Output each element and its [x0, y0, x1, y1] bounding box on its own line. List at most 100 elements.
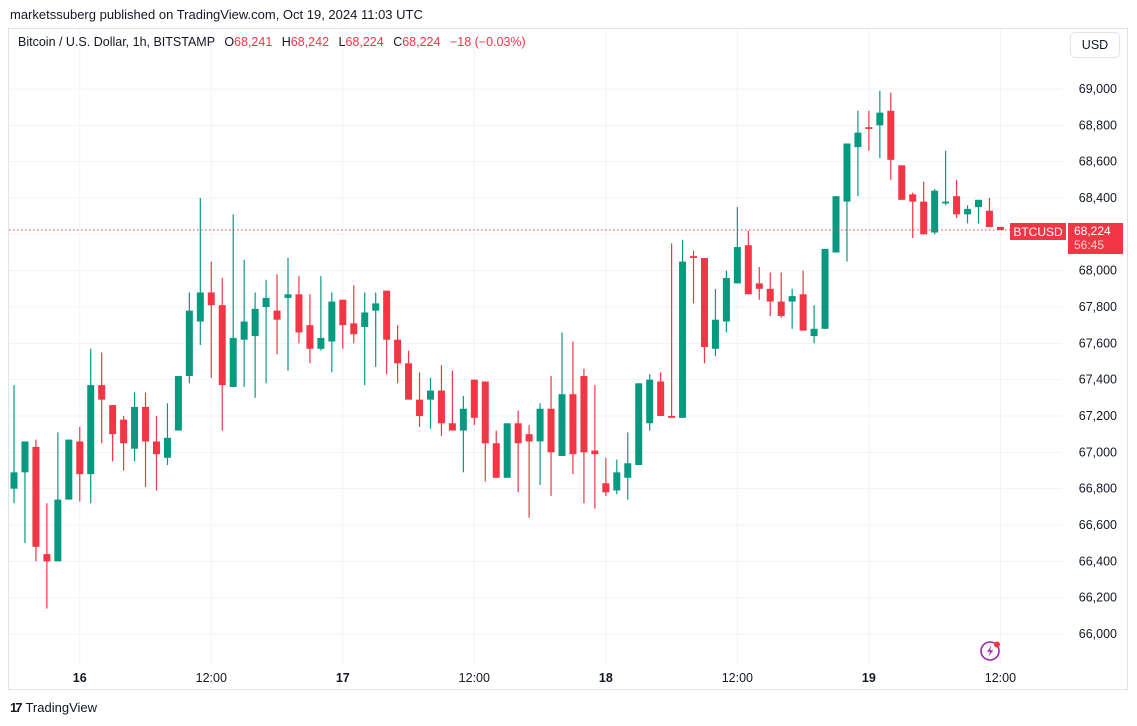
candle [953, 179, 961, 218]
candle [120, 416, 128, 471]
candle [10, 385, 18, 504]
candles [10, 90, 1004, 609]
chart-frame [8, 28, 1128, 690]
candle [152, 416, 160, 491]
candle [942, 150, 950, 206]
tradingview-logo-icon: 17 [10, 700, 23, 715]
candle [350, 285, 358, 344]
published-caption: marketssuberg published on TradingView.c… [10, 7, 423, 22]
candle [865, 110, 873, 151]
candle [898, 165, 906, 200]
candle [558, 332, 566, 456]
candle [525, 425, 533, 518]
candle [755, 267, 763, 300]
candle [624, 432, 632, 500]
candle [580, 368, 588, 504]
candle [547, 376, 555, 496]
time-tick: 12:00 [196, 671, 227, 685]
candle [448, 370, 456, 431]
price-tick: 66,200 [1079, 591, 1117, 605]
candle [679, 239, 687, 418]
candle [229, 214, 237, 387]
currency-button[interactable]: USD [1070, 32, 1120, 58]
close-value: 68,224 [402, 35, 441, 49]
candle [459, 396, 467, 473]
candle [931, 188, 939, 235]
candle [974, 199, 982, 224]
candle [251, 292, 259, 398]
symbol-title[interactable]: Bitcoin / U.S. Dollar, 1h, BITSTAMP [18, 35, 215, 49]
candle [207, 261, 215, 378]
price-tick: 68,800 [1079, 118, 1117, 132]
candle [591, 385, 599, 509]
low-label: L [338, 35, 346, 49]
candle [196, 198, 204, 346]
candle [426, 377, 434, 429]
time-tick: 19 [862, 671, 876, 685]
candle [613, 459, 621, 495]
candle [273, 274, 281, 355]
last-price-tag: 68,224 56:45 [1068, 223, 1123, 254]
candle [98, 352, 106, 444]
price-tick: 67,000 [1079, 445, 1117, 459]
candle [668, 243, 676, 418]
candle [306, 294, 314, 364]
candle [218, 277, 226, 431]
candle [405, 350, 413, 400]
candle [416, 372, 424, 427]
price-tick: 66,400 [1079, 554, 1117, 568]
candle [799, 270, 807, 331]
price-tick: 69,000 [1079, 82, 1117, 96]
candle [185, 292, 193, 384]
low-value: 68,224 [345, 35, 384, 49]
time-tick: 12:00 [722, 671, 753, 685]
candle [131, 392, 139, 462]
time-tick: 18 [599, 671, 613, 685]
candle [821, 248, 829, 329]
candle [65, 439, 73, 500]
price-tick: 67,400 [1079, 373, 1117, 387]
candle [503, 423, 511, 478]
candle [87, 348, 95, 504]
change-value: −18 (−0.03%) [449, 35, 526, 49]
time-axis[interactable]: 16 12:00 17 12:00 18 12:00 19 12:00 [73, 671, 1016, 685]
candle [295, 276, 303, 344]
candle [569, 341, 577, 475]
candle [514, 410, 522, 493]
candle [284, 257, 292, 371]
candle [43, 503, 51, 609]
candle [985, 198, 993, 228]
high-value: 68,242 [290, 35, 330, 49]
price-tick: 68,600 [1079, 155, 1117, 169]
candle [909, 192, 917, 238]
candle [372, 292, 380, 367]
candle [317, 276, 325, 351]
price-tick: 68,400 [1079, 191, 1117, 205]
price-tick: 66,000 [1079, 627, 1117, 641]
candle [832, 196, 840, 253]
candle [733, 207, 741, 284]
candle [602, 457, 610, 496]
candle [766, 272, 774, 317]
candle [32, 439, 40, 562]
price-tick: 67,800 [1079, 300, 1117, 314]
candle [481, 381, 489, 482]
candle [536, 403, 544, 486]
candle [76, 426, 84, 502]
economic-events-icon[interactable] [980, 641, 1000, 661]
candle [722, 270, 730, 333]
candle [810, 305, 818, 344]
candle [437, 365, 445, 436]
candle [854, 110, 862, 197]
grid-lines [9, 29, 1062, 664]
candle [328, 292, 336, 373]
candle [240, 259, 248, 387]
price-axis[interactable]: 69,00068,80068,60068,40068,20068,00067,8… [1079, 82, 1117, 641]
time-tick: 17 [336, 671, 350, 685]
candle [54, 432, 62, 562]
candle [996, 226, 1004, 230]
time-tick: 12:00 [459, 671, 490, 685]
bar-countdown: 56:45 [1074, 238, 1105, 252]
tradingview-brand[interactable]: 17 TradingView [10, 700, 97, 715]
